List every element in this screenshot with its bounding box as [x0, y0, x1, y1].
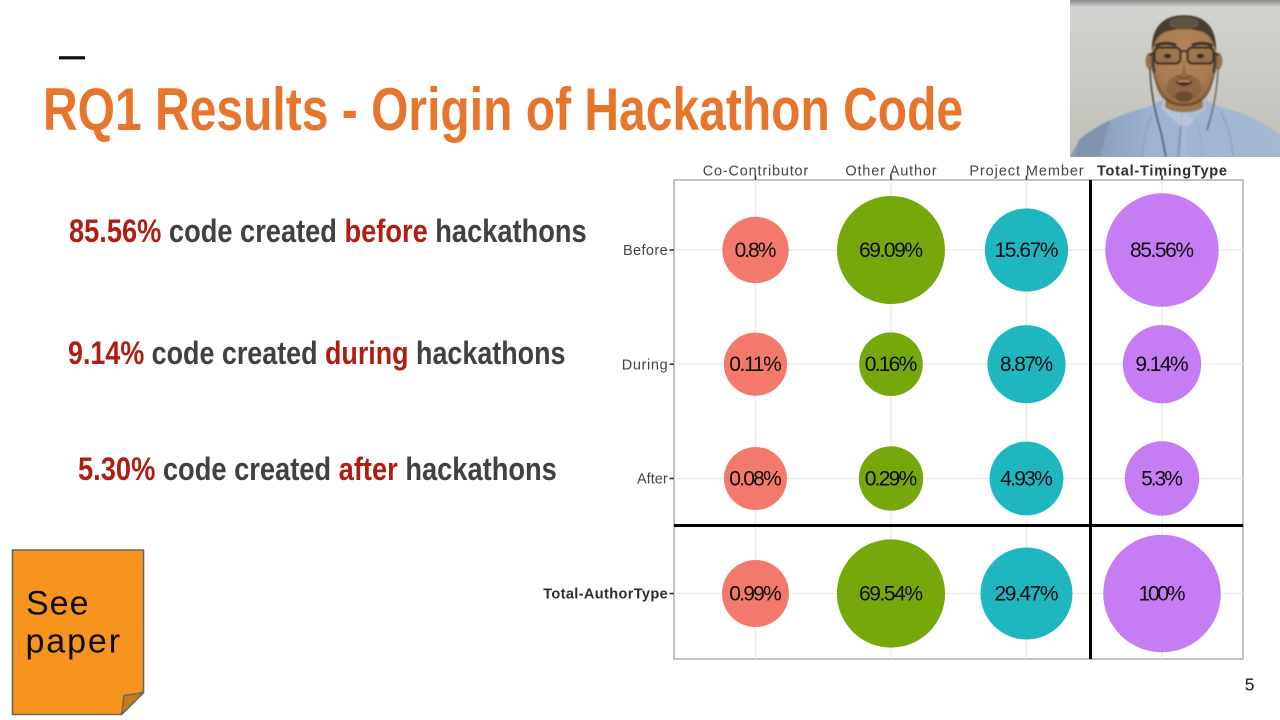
svg-text:Total-TimingType: Total-TimingType [1097, 164, 1227, 180]
svg-text:After: After [637, 472, 668, 488]
svg-text:Co-Contributor: Co-Contributor [703, 164, 809, 180]
svg-text:paper: paper [26, 623, 122, 661]
svg-text:0.8%: 0.8% [735, 239, 777, 262]
svg-text:85.56%: 85.56% [1130, 239, 1194, 262]
svg-text:See: See [26, 584, 90, 622]
svg-text:100%: 100% [1139, 582, 1186, 605]
svg-text:0.11%: 0.11% [729, 353, 782, 376]
svg-text:5: 5 [1245, 675, 1255, 695]
svg-text:0.29%: 0.29% [865, 467, 918, 490]
svg-text:During: During [622, 357, 668, 373]
svg-text:4.93%: 4.93% [1000, 467, 1053, 490]
svg-text:0.99%: 0.99% [729, 582, 782, 605]
svg-text:Total-AuthorType: Total-AuthorType [543, 587, 668, 603]
svg-text:15.67%: 15.67% [995, 239, 1059, 262]
svg-text:8.87%: 8.87% [1000, 353, 1053, 376]
svg-text:Other Author: Other Author [845, 164, 936, 180]
svg-text:5.3%: 5.3% [1141, 467, 1183, 490]
svg-text:69.54%: 69.54% [859, 582, 923, 605]
svg-text:29.47%: 29.47% [995, 582, 1059, 605]
svg-text:0.16%: 0.16% [865, 353, 918, 376]
svg-text:69.09%: 69.09% [859, 239, 923, 262]
svg-text:Before: Before [623, 243, 668, 259]
svg-text:Project Member: Project Member [969, 164, 1083, 180]
svg-text:9.14%: 9.14% [1135, 353, 1188, 376]
svg-text:0.08%: 0.08% [729, 467, 782, 490]
